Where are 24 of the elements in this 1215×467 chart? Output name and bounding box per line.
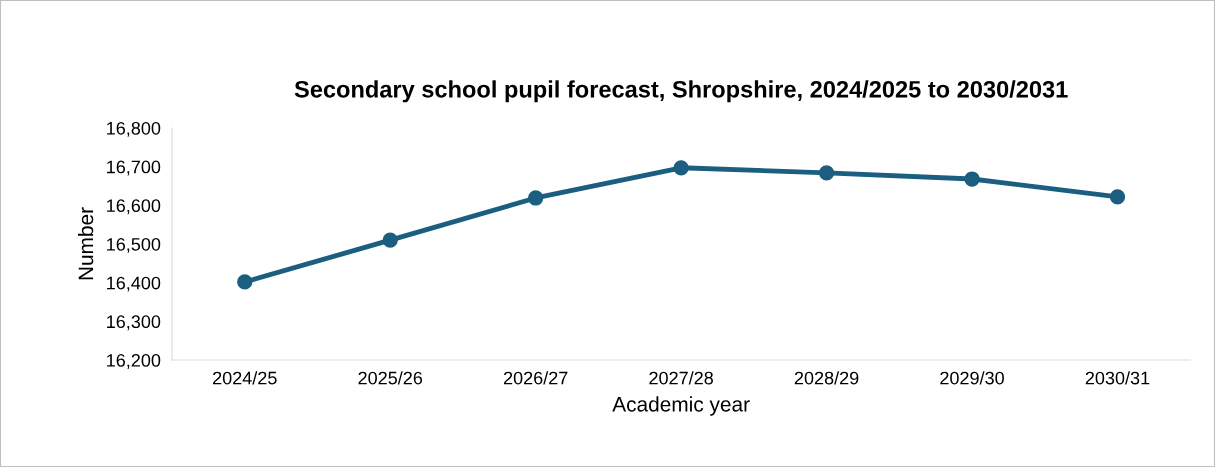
x-tick-label: 2028/29 <box>794 371 859 385</box>
x-tick-label: 2024/25 <box>213 371 277 385</box>
x-axis-title: Academic year <box>612 396 750 416</box>
point <box>1109 189 1126 205</box>
chart-title: Secondary school pupil forecast, Shropshire, 2024/2025 to 2030/2031 <box>294 80 1068 103</box>
x-tick-label: 2030/31 <box>1085 371 1150 385</box>
point <box>528 190 544 206</box>
y-tick-label: 16,300 <box>107 315 161 331</box>
point <box>818 165 835 181</box>
y-axis-title: Number <box>77 207 94 280</box>
y-tick-label: 16,400 <box>107 276 161 292</box>
point <box>382 232 398 248</box>
point <box>673 160 689 176</box>
y-tick-label: 16,600 <box>107 199 161 215</box>
x-tick-label: 2025/26 <box>358 371 423 385</box>
x-tick-label: 2029/30 <box>940 371 1004 385</box>
y-tick-label: 16,700 <box>107 160 161 176</box>
y-tick-label: 16,500 <box>107 237 161 253</box>
x-tick-label: 2027/28 <box>649 371 713 385</box>
point <box>964 171 980 187</box>
x-tick-label: 2026/27 <box>503 371 568 385</box>
point <box>237 274 253 290</box>
y-tick-label: 16,200 <box>107 353 161 369</box>
y-tick-label: 16,800 <box>107 121 161 137</box>
